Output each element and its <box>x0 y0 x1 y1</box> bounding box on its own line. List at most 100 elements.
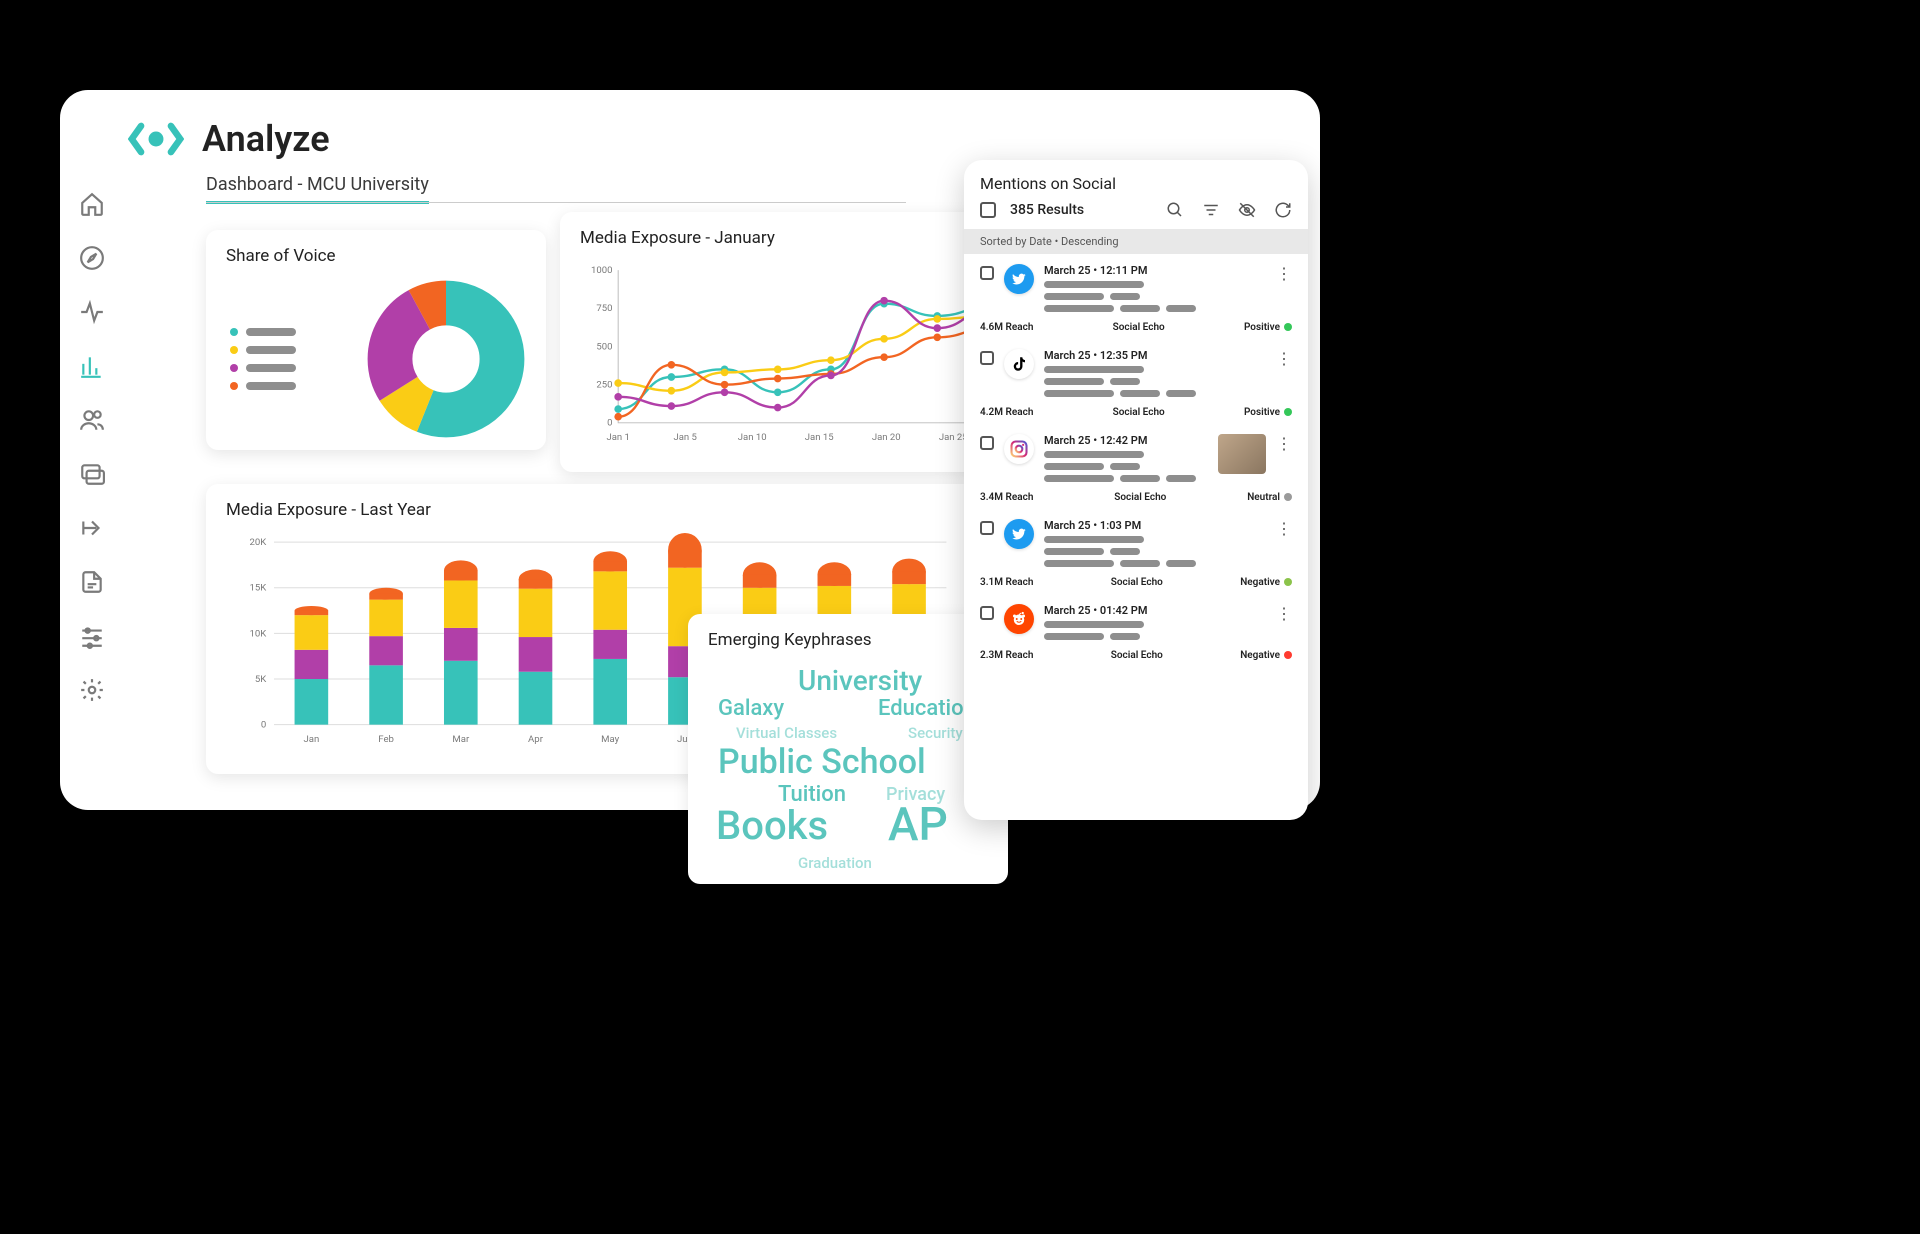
mention-time: March 25 • 12:35 PM <box>1044 349 1266 362</box>
nav-compass-icon[interactable] <box>78 244 106 272</box>
nav-home-icon[interactable] <box>78 190 106 218</box>
legend-dot-icon <box>230 382 238 390</box>
keyphrase[interactable]: Virtual Classes <box>736 724 837 742</box>
mention-footer: 3.1M Reach Social Echo Negative <box>980 577 1292 588</box>
mention-footer: 4.6M ReachSocial EchoPositive <box>980 322 1292 333</box>
donut-chart <box>366 279 526 439</box>
mentions-on-social-panel: Mentions on Social 385 Results Sorted by… <box>964 160 1308 820</box>
svg-text:5K: 5K <box>255 674 267 685</box>
mention-time: March 25 • 12:11 PM <box>1044 264 1266 277</box>
keyphrase[interactable]: University <box>798 664 922 697</box>
sentiment-label: Positive <box>1244 322 1292 333</box>
reach-label: 2.3M Reach <box>980 650 1033 661</box>
svg-text:Jan 20: Jan 20 <box>872 432 901 443</box>
mention-footer: 4.2M ReachSocial EchoPositive <box>980 407 1292 418</box>
mention-checkbox[interactable] <box>980 351 994 365</box>
legend-label-placeholder <box>246 382 296 390</box>
refresh-icon[interactable] <box>1274 201 1292 219</box>
app-title: Analyze <box>202 118 330 160</box>
keyphrase[interactable]: Galaxy <box>718 696 784 721</box>
reach-label: 3.4M Reach <box>980 492 1033 503</box>
legend-item <box>230 328 296 336</box>
svg-text:Mar: Mar <box>452 734 470 745</box>
mention-time: March 25 • 01:42 PM <box>1044 604 1266 617</box>
svg-text:May: May <box>601 734 620 745</box>
echo-label: Social Echo <box>1113 322 1165 333</box>
word-cloud: University Galaxy Education Virtual Classes… <box>708 658 988 878</box>
mention-item[interactable]: March 25 • 12:35 PM ⋮ 4.2M ReachSocial Ech… <box>964 339 1308 424</box>
nav-bar-chart-icon[interactable] <box>78 352 106 380</box>
svg-text:Apr: Apr <box>528 734 544 745</box>
mention-item[interactable]: March 25 • 01:42 PM ⋮ 2.3M Reach Social Ech… <box>964 594 1308 667</box>
mention-footer: 2.3M Reach Social Echo Negative <box>980 650 1292 661</box>
instagram-icon <box>1004 434 1034 464</box>
echo-label: Social Echo <box>1111 650 1163 661</box>
donut-legend <box>230 328 296 390</box>
logo-icon <box>128 121 184 157</box>
more-icon[interactable]: ⋮ <box>1276 349 1292 368</box>
select-all-checkbox[interactable] <box>980 202 996 218</box>
nav-settings-icon[interactable] <box>78 676 106 704</box>
echo-label: Social Echo <box>1114 492 1166 503</box>
svg-text:Jan 10: Jan 10 <box>738 432 767 443</box>
search-icon[interactable] <box>1166 201 1184 219</box>
nav-users-icon[interactable] <box>78 406 106 434</box>
svg-text:250: 250 <box>596 380 612 391</box>
keyphrase[interactable]: Public School <box>718 742 926 782</box>
card-title: Emerging Keyphrases <box>708 630 988 650</box>
more-icon[interactable]: ⋮ <box>1276 434 1292 453</box>
tiktok-icon <box>1004 349 1034 379</box>
legend-item <box>230 364 296 372</box>
hide-icon[interactable] <box>1238 201 1256 219</box>
keyphrase[interactable]: AP <box>888 798 948 852</box>
keyphrase[interactable]: Security <box>908 724 963 742</box>
echo-label: Social Echo <box>1111 577 1163 588</box>
legend-dot-icon <box>230 328 238 336</box>
svg-text:Jan 1: Jan 1 <box>606 432 629 443</box>
svg-text:750: 750 <box>596 303 612 314</box>
more-icon[interactable]: ⋮ <box>1276 604 1292 623</box>
nav-file-icon[interactable] <box>78 568 106 596</box>
results-count: 385 Results <box>1010 202 1084 218</box>
emerging-keyphrases-card: Emerging Keyphrases University Galaxy Educ… <box>688 614 1008 884</box>
more-icon[interactable]: ⋮ <box>1276 519 1292 538</box>
mention-checkbox[interactable] <box>980 436 994 450</box>
mention-checkbox[interactable] <box>980 521 994 535</box>
breadcrumb-divider <box>206 202 906 203</box>
mention-thumbnail <box>1218 434 1266 474</box>
svg-text:500: 500 <box>596 341 612 352</box>
more-icon[interactable]: ⋮ <box>1276 264 1292 283</box>
mention-checkbox[interactable] <box>980 606 994 620</box>
svg-text:20K: 20K <box>250 537 268 548</box>
mention-checkbox[interactable] <box>980 266 994 280</box>
panel-title: Mentions on Social <box>980 174 1292 193</box>
svg-text:15K: 15K <box>250 583 268 594</box>
reach-label: 3.1M Reach <box>980 577 1033 588</box>
legend-label-placeholder <box>246 364 296 372</box>
sentiment-label: Negative <box>1240 577 1292 588</box>
mention-footer: 3.4M ReachSocial EchoNeutral <box>980 492 1292 503</box>
keyphrase[interactable]: Books <box>716 802 828 849</box>
keyphrase[interactable]: Education <box>878 696 976 721</box>
twitter-icon <box>1004 519 1034 549</box>
sentiment-label: Negative <box>1240 650 1292 661</box>
breadcrumb[interactable]: Dashboard - MCU University <box>206 174 429 204</box>
nav-share-icon[interactable] <box>78 514 106 542</box>
card-title: Share of Voice <box>226 246 526 266</box>
sort-icon[interactable] <box>1202 201 1220 219</box>
nav-activity-icon[interactable] <box>78 298 106 326</box>
line-chart: 02505007501000Jan 1Jan 5Jan 10Jan 15Jan … <box>580 256 1000 456</box>
nav-chat-icon[interactable] <box>78 460 106 488</box>
reach-label: 4.2M Reach <box>980 407 1033 418</box>
legend-item <box>230 382 296 390</box>
legend-dot-icon <box>230 346 238 354</box>
mention-item[interactable]: March 25 • 12:11 PM⋮4.6M ReachSocial Ech… <box>964 254 1308 339</box>
mention-item[interactable]: March 25 • 1:03 PM⋮3.1M ReachSocial Echo… <box>964 509 1308 594</box>
keyphrase[interactable]: Graduation <box>798 854 872 872</box>
svg-text:Feb: Feb <box>378 734 394 745</box>
svg-text:1000: 1000 <box>591 265 612 276</box>
mention-item[interactable]: March 25 • 12:42 PM⋮3.4M ReachSocial Ech… <box>964 424 1308 509</box>
twitter-icon <box>1004 264 1034 294</box>
svg-text:0: 0 <box>607 418 612 429</box>
nav-sliders-icon[interactable] <box>78 622 106 650</box>
